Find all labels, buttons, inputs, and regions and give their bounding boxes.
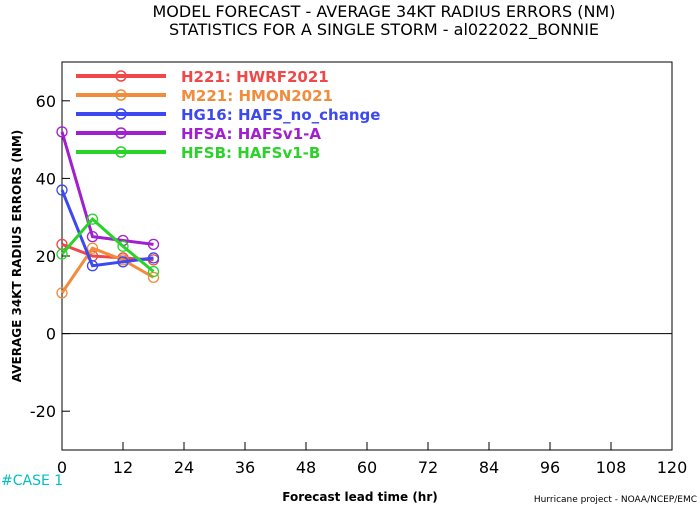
series-layer [56, 126, 160, 299]
legend-entry: HFSB: HAFSv1-B [76, 144, 320, 162]
series-line [60, 217, 155, 273]
legend-entry: HFSA: HAFSv1-A [76, 125, 321, 143]
legend-swatch-marker [115, 146, 127, 158]
data-point [56, 248, 68, 260]
series-line [61, 242, 154, 262]
data-point [86, 260, 99, 272]
y-tick-label: 0 [46, 325, 56, 344]
y-tick-label: 20 [36, 247, 56, 266]
x-tick-label: 84 [479, 458, 499, 477]
x-tick-label: 60 [357, 458, 377, 477]
chart-title: MODEL FORECAST - AVERAGE 34KT RADIUS ERR… [153, 2, 616, 21]
data-point [147, 265, 160, 278]
series-5 [56, 213, 160, 278]
legend-entry: H221: HWRF2021 [76, 68, 329, 86]
x-tick-label: 108 [596, 458, 627, 477]
legend-entry: M221: HMON2021 [76, 87, 333, 105]
legend-swatch-marker [115, 70, 127, 82]
series-line [60, 131, 154, 246]
x-tick-label: 24 [174, 458, 194, 477]
legend-label: HFSB: HAFSv1-B [181, 144, 320, 162]
data-point [86, 213, 99, 225]
legend-swatch-marker [115, 127, 127, 139]
data-point [86, 230, 99, 243]
x-tick-label: 0 [57, 458, 67, 477]
y-tick-label: 60 [36, 92, 56, 111]
data-point [147, 252, 160, 264]
axis-ticks: 0 12 24 36 48 60 72 84 96 108 120 -20 0 20 40 60 [30, 92, 687, 477]
series-4 [56, 126, 160, 251]
x-tick-label: 48 [296, 458, 316, 477]
series-2 [56, 242, 160, 299]
data-point [86, 242, 99, 254]
x-axis-label: Forecast lead time (hr) [282, 490, 438, 504]
legend-label: HG16: HAFS_no_change [181, 106, 380, 124]
data-point [117, 256, 129, 268]
chart-subtitle: STATISTICS FOR A SINGLE STORM - al022022… [169, 20, 599, 40]
series-line [60, 246, 155, 294]
legend-label: HFSA: HAFSv1-A [181, 125, 321, 143]
y-tick-label: 40 [36, 169, 56, 188]
footer-credit: Hurricane project - NOAA/NCEP/EMC [534, 495, 697, 505]
legend-entry: HG16: HAFS_no_change [76, 106, 380, 124]
x-tick-label: 36 [235, 458, 255, 477]
data-point [147, 238, 160, 251]
data-point [117, 240, 129, 252]
x-tick-label: 72 [418, 458, 438, 477]
case-label: #CASE 1 [1, 473, 63, 489]
x-tick-label: 120 [657, 458, 688, 477]
y-tick-label: -20 [30, 402, 56, 421]
data-point [56, 126, 68, 138]
y-axis-label: AVERAGE 34KT RADIUS ERRORS (NM) [10, 130, 24, 382]
legend-swatch-marker [115, 89, 127, 101]
data-point [56, 184, 68, 196]
data-point [147, 271, 160, 283]
data-point [56, 287, 68, 299]
legend-swatch-marker [115, 108, 127, 120]
x-tick-label: 96 [540, 458, 560, 477]
legend-label: M221: HMON2021 [181, 87, 333, 105]
legend-label: H221: HWRF2021 [181, 68, 329, 86]
x-tick-label: 12 [113, 458, 133, 477]
chart-titles: MODEL FORECAST - AVERAGE 34KT RADIUS ERR… [153, 2, 616, 40]
